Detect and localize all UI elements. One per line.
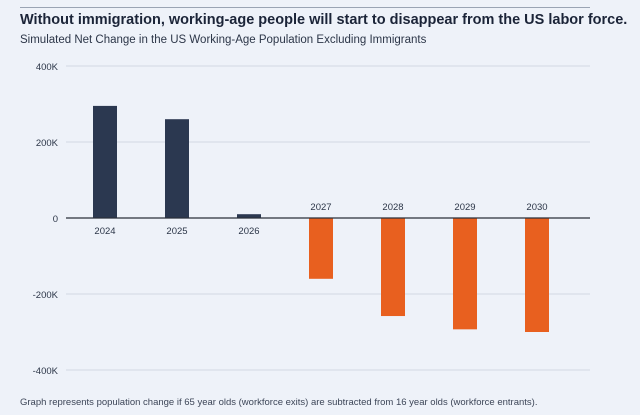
top-rule <box>20 7 590 8</box>
bar <box>165 119 189 218</box>
chart-subtitle: Simulated Net Change in the US Working-A… <box>20 34 427 46</box>
bar <box>309 218 333 279</box>
chart-title: Without immigration, working-age people … <box>20 12 628 28</box>
y-tick-label: 200K <box>36 138 59 149</box>
bar <box>525 218 549 332</box>
y-tick-label: 400K <box>36 62 59 73</box>
y-tick-label: 0 <box>53 214 58 225</box>
bar <box>453 218 477 330</box>
x-tick-label: 2028 <box>382 202 403 213</box>
bar <box>237 214 261 218</box>
y-tick-label: -200K <box>33 290 59 301</box>
bar <box>381 218 405 317</box>
x-tick-label: 2027 <box>310 202 331 213</box>
x-tick-label: 2030 <box>526 202 547 213</box>
y-tick-label: -400K <box>33 366 59 377</box>
x-tick-label: 2029 <box>454 202 475 213</box>
x-tick-label: 2026 <box>238 226 259 237</box>
x-tick-label: 2025 <box>166 226 187 237</box>
bar <box>93 105 117 218</box>
x-tick-label: 2024 <box>94 226 115 237</box>
footnote: Graph represents population change if 65… <box>20 397 538 408</box>
